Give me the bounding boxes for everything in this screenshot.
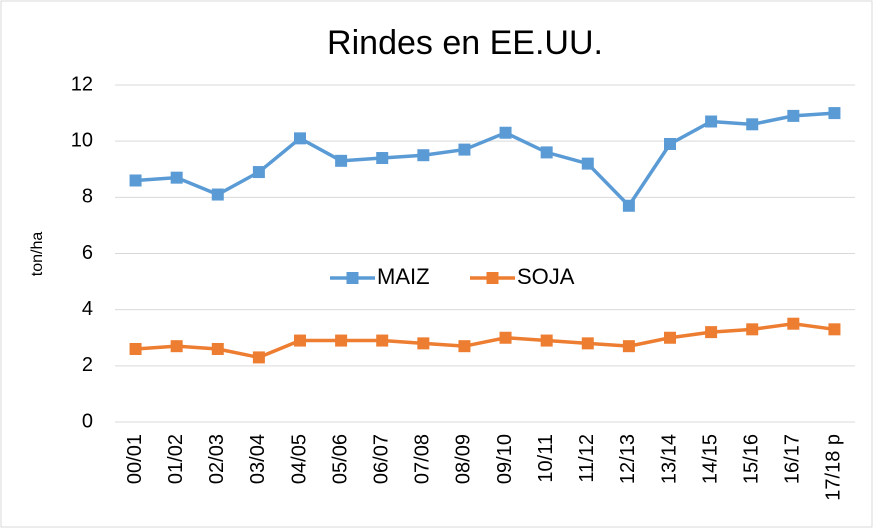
x-tick-label: 15/16 bbox=[741, 434, 763, 484]
point-marker bbox=[252, 351, 265, 364]
point-marker bbox=[499, 126, 512, 139]
legend-label: MAIZ bbox=[377, 264, 430, 289]
x-tick-label: 11/12 bbox=[576, 434, 598, 483]
point-marker bbox=[417, 337, 430, 350]
y-tick-label: 2 bbox=[82, 354, 93, 376]
point-marker bbox=[787, 109, 800, 122]
point-marker bbox=[540, 146, 553, 159]
point-marker bbox=[458, 143, 471, 156]
point-marker bbox=[622, 340, 635, 353]
x-tick-label: 01/02 bbox=[165, 434, 187, 484]
x-tick-label: 03/04 bbox=[247, 434, 269, 484]
y-tick-label: 10 bbox=[71, 129, 93, 151]
y-tick-label: 6 bbox=[82, 242, 93, 264]
point-marker bbox=[664, 137, 676, 150]
point-marker bbox=[294, 334, 306, 347]
chart-title: Rindes en EE.UU. bbox=[327, 24, 603, 62]
x-tick-label: 00/01 bbox=[124, 434, 146, 484]
point-marker bbox=[746, 118, 759, 131]
point-marker bbox=[294, 132, 306, 145]
x-tick-label: 16/17 bbox=[782, 434, 804, 484]
point-marker bbox=[211, 188, 224, 201]
y-tick-label: 0 bbox=[82, 410, 93, 432]
x-tick-label: 07/08 bbox=[412, 434, 434, 484]
y-tick-label: 4 bbox=[82, 298, 93, 320]
point-marker bbox=[129, 342, 142, 355]
point-marker bbox=[170, 340, 183, 353]
series-line bbox=[135, 321, 835, 360]
x-tick-label: 13/14 bbox=[658, 434, 680, 484]
legend-label: SOJA bbox=[517, 264, 575, 289]
point-marker bbox=[129, 174, 142, 187]
series-line bbox=[135, 111, 835, 209]
x-tick-label: 14/15 bbox=[699, 434, 721, 484]
point-marker bbox=[705, 115, 718, 128]
x-tick-label: 06/07 bbox=[371, 434, 393, 484]
x-tick-label: 04/05 bbox=[288, 434, 310, 484]
legend-marker bbox=[486, 272, 499, 284]
y-tick-label: 12 bbox=[71, 73, 93, 95]
point-marker bbox=[499, 331, 512, 344]
point-marker bbox=[376, 334, 389, 347]
point-marker bbox=[828, 323, 841, 336]
y-axis-label: ton/ha bbox=[29, 232, 46, 277]
point-marker bbox=[252, 166, 265, 179]
point-marker bbox=[828, 107, 841, 120]
point-marker bbox=[787, 317, 800, 330]
x-tick-label: 12/13 bbox=[617, 434, 639, 484]
point-marker bbox=[458, 340, 471, 353]
point-marker bbox=[746, 323, 759, 336]
point-marker bbox=[622, 199, 635, 212]
x-tick-label: 05/06 bbox=[329, 434, 351, 484]
point-marker bbox=[335, 334, 348, 347]
point-marker bbox=[170, 171, 183, 184]
legend-marker bbox=[346, 272, 359, 284]
x-tick-label: 10/11 bbox=[535, 434, 557, 483]
point-marker bbox=[540, 334, 553, 347]
point-marker bbox=[581, 157, 594, 170]
x-tick-label: 02/03 bbox=[206, 434, 228, 484]
point-marker bbox=[705, 326, 718, 339]
x-tick-label: 17/18 p bbox=[823, 434, 845, 501]
point-marker bbox=[211, 342, 224, 355]
x-tick-label: 09/10 bbox=[494, 434, 516, 484]
point-marker bbox=[335, 154, 348, 167]
point-marker bbox=[376, 152, 389, 165]
y-tick-label: 8 bbox=[82, 186, 93, 208]
point-marker bbox=[664, 331, 676, 344]
point-marker bbox=[581, 337, 594, 350]
point-marker bbox=[417, 149, 430, 162]
x-tick-label: 08/09 bbox=[453, 434, 475, 484]
